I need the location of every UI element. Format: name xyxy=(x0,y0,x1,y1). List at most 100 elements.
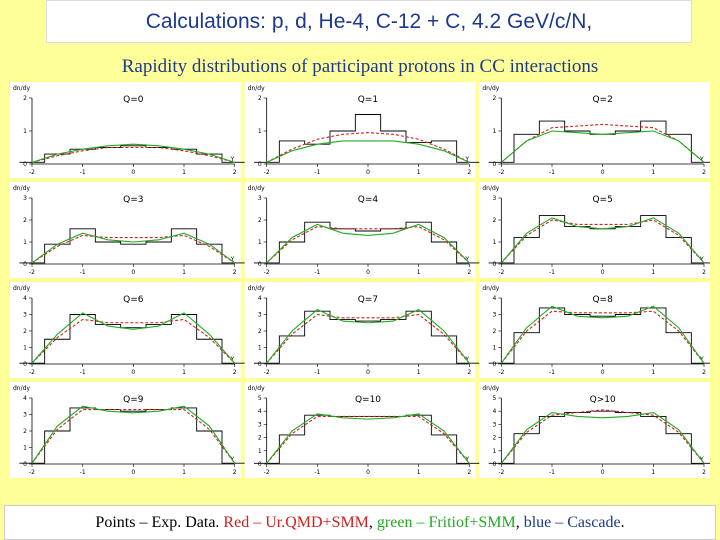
panel-2: -2 -1 0 1 2 0 1 2 dn/dy Y Q=1 xyxy=(244,82,482,178)
panel-title: Q=2 xyxy=(592,95,612,105)
y-tick-label: 0 xyxy=(23,161,27,168)
y-tick-label: 3 xyxy=(23,412,27,419)
x-tick-label: 2 xyxy=(702,469,706,476)
series-urqmd-smm xyxy=(500,219,705,264)
series-fritiof-smm xyxy=(266,308,470,364)
y-axis-label: dn/dy xyxy=(248,185,265,192)
y-tick-label: 3 xyxy=(258,421,262,428)
x-tick-label: 0 xyxy=(366,269,370,276)
y-tick-label: 1 xyxy=(258,239,262,246)
x-tick-label: 1 xyxy=(651,469,655,476)
x-tick-label: -2 xyxy=(29,469,35,476)
panel-background xyxy=(244,82,476,178)
y-tick-label: 4 xyxy=(258,295,262,302)
panel-background xyxy=(244,382,476,478)
x-tick-label: 0 xyxy=(131,269,135,276)
y-tick-label: 2 xyxy=(493,328,497,335)
series-fritiof-smm xyxy=(500,411,705,464)
series-urqmd-smm xyxy=(31,146,235,163)
x-tick-label: -2 xyxy=(498,269,504,276)
y-tick-label: 3 xyxy=(493,421,497,428)
x-tick-label: 2 xyxy=(702,169,706,176)
panel-title: Q=7 xyxy=(358,295,378,305)
panel-title: Q=5 xyxy=(592,195,612,205)
y-axis-label: dn/dy xyxy=(248,385,265,392)
x-axis-label: Y xyxy=(464,156,469,163)
panel-title: Q=4 xyxy=(358,195,379,205)
x-tick-label: 0 xyxy=(131,469,135,476)
y-axis-label: dn/dy xyxy=(482,185,499,192)
y-axis-label: dn/dy xyxy=(482,85,499,92)
y-tick-label: 1 xyxy=(258,448,262,455)
y-tick-label: 0 xyxy=(493,361,497,368)
page-title: Calculations: p, d, He-4, C-12 + C, 4.2 … xyxy=(145,9,593,33)
x-tick-label: -2 xyxy=(498,369,504,376)
footer-red-label: Red – Ur.QMD+SMM xyxy=(223,513,369,531)
x-tick-label: 1 xyxy=(417,469,421,476)
y-tick-label: 2 xyxy=(258,328,262,335)
y-tick-label: 0 xyxy=(493,161,497,168)
y-tick-label: 5 xyxy=(493,395,497,402)
x-tick-label: 2 xyxy=(467,169,471,176)
x-tick-label: 2 xyxy=(467,269,471,276)
series-exp-data xyxy=(488,410,710,464)
y-tick-label: 1 xyxy=(493,345,497,352)
x-tick-label: 2 xyxy=(233,369,237,376)
series-fritiof-smm xyxy=(31,405,236,464)
series-fritiof-smm xyxy=(500,305,705,364)
panel-1: -2 -1 0 1 2 0 1 2 dn/dy Y Q=0 xyxy=(10,82,248,178)
x-tick-label: -2 xyxy=(29,169,35,176)
x-axis-label: Y xyxy=(464,256,469,263)
x-tick-label: -1 xyxy=(80,469,86,476)
y-tick-label: 2 xyxy=(258,435,262,442)
y-tick-label: 4 xyxy=(493,408,497,415)
series-fritiof-smm xyxy=(266,140,470,163)
y-tick-label: 2 xyxy=(23,328,27,335)
series-exp-data xyxy=(19,228,248,264)
y-tick-label: 0 xyxy=(23,361,27,368)
y-axis-label: dn/dy xyxy=(13,285,30,292)
y-tick-label: 0 xyxy=(258,161,262,168)
series-exp-data xyxy=(19,407,248,464)
series-urqmd-smm xyxy=(266,313,470,364)
x-tick-label: -2 xyxy=(264,169,270,176)
panel-background xyxy=(10,382,241,478)
y-tick-label: 2 xyxy=(493,217,497,224)
series-urqmd-smm xyxy=(31,408,236,464)
panel-background xyxy=(479,382,710,478)
x-tick-label: 0 xyxy=(131,369,135,376)
series-urqmd-smm xyxy=(266,415,470,464)
x-tick-label: 1 xyxy=(651,269,655,276)
y-tick-label: 4 xyxy=(23,295,27,302)
y-tick-label: 4 xyxy=(258,408,262,415)
series-urqmd-smm xyxy=(500,409,705,464)
y-tick-label: 4 xyxy=(493,295,497,302)
y-axis-label: dn/dy xyxy=(13,385,30,392)
y-axis-label: dn/dy xyxy=(13,85,30,92)
y-tick-label: 0 xyxy=(23,261,27,268)
y-axis-label: dn/dy xyxy=(482,285,499,292)
series-fritiof-smm xyxy=(500,130,705,163)
x-tick-label: 1 xyxy=(651,169,655,176)
series-exp-data xyxy=(254,310,482,364)
series-exp-data xyxy=(19,314,248,364)
panel-title: Q=3 xyxy=(123,195,143,205)
panel-background xyxy=(244,282,476,378)
y-tick-label: 3 xyxy=(23,312,27,319)
panel-background xyxy=(479,82,710,178)
footer-green-label: green – Fritiof+SMM xyxy=(376,513,516,531)
panel-background xyxy=(479,282,710,378)
x-tick-label: -2 xyxy=(264,369,270,376)
panel-title: Q=1 xyxy=(358,95,378,105)
series-fritiof-smm xyxy=(266,413,470,464)
y-tick-label: 1 xyxy=(23,128,27,135)
y-axis-label: dn/dy xyxy=(482,385,499,392)
panel-background xyxy=(479,182,710,278)
x-tick-label: 0 xyxy=(601,469,605,476)
x-tick-label: 1 xyxy=(182,269,186,276)
x-tick-label: -1 xyxy=(314,369,320,376)
x-tick-label: 1 xyxy=(417,369,421,376)
